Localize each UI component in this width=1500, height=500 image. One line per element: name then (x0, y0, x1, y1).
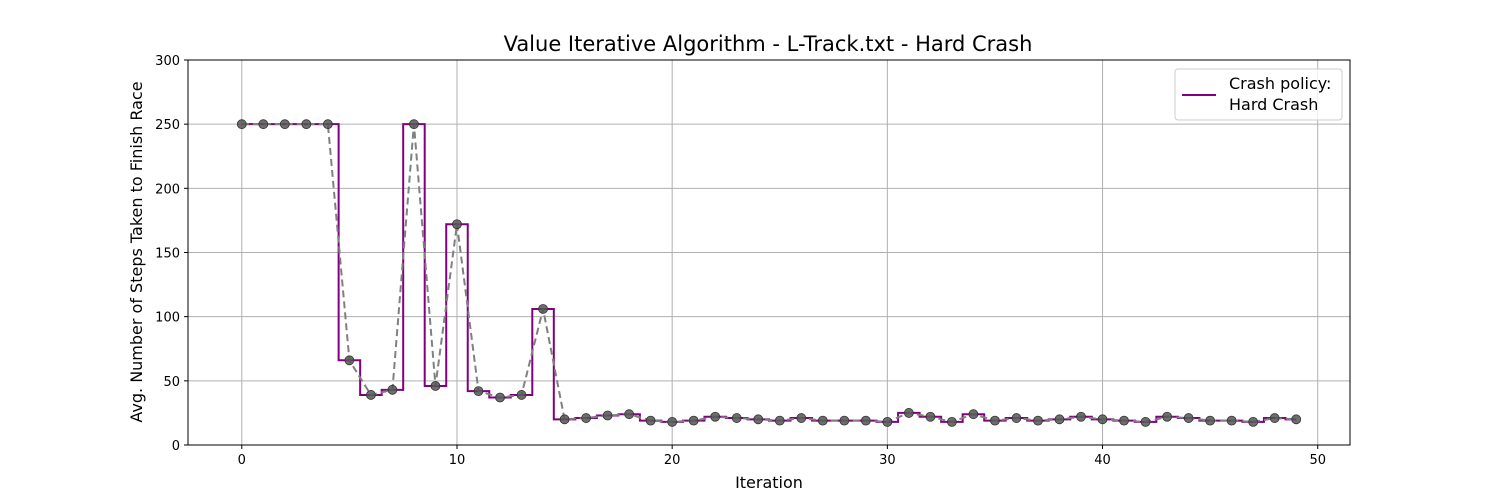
data-point (882, 416, 893, 427)
data-point (947, 416, 957, 427)
data-point (688, 415, 699, 426)
plot-area (236, 119, 1302, 427)
data-point (925, 411, 936, 422)
data-point (344, 355, 355, 366)
data-point (753, 414, 764, 425)
data-point (279, 119, 290, 130)
data-point (1226, 415, 1237, 426)
data-point (710, 411, 721, 422)
data-point (774, 415, 785, 426)
data-point (1033, 415, 1043, 426)
data-point (731, 413, 742, 423)
data-point (839, 415, 850, 426)
y-tick-label: 50 (163, 375, 180, 390)
data-point (667, 416, 678, 427)
legend-label-line-1: Crash policy: (1229, 74, 1331, 93)
data-point (473, 386, 484, 397)
legend-box (1174, 68, 1343, 121)
data-point (322, 119, 333, 130)
data-point (1011, 413, 1022, 423)
data-point (1291, 414, 1302, 425)
data-point (387, 384, 398, 395)
data-point (602, 410, 613, 421)
chart-title: Value Iterative Algorithm - L-Track.txt … (504, 32, 1033, 56)
data-point (258, 119, 269, 130)
y-tick-label: 100 (155, 311, 180, 326)
series-step-line (241, 123, 1297, 423)
legend: Crash policy: Hard Crash (1174, 68, 1343, 121)
y-tick-label: 0 (172, 439, 180, 454)
y-axis-label: Avg. Number of Steps Taken to Finish Rac… (127, 81, 146, 422)
data-point (1162, 411, 1172, 422)
x-tick-label: 50 (1309, 453, 1326, 468)
data-point (903, 408, 914, 418)
x-tick-label: 0 (238, 453, 246, 468)
legend-label-line-2: Hard Crash (1229, 95, 1318, 114)
data-point (645, 415, 656, 426)
y-tick-label: 200 (155, 182, 180, 197)
data-point (1140, 416, 1151, 427)
x-tick-label: 10 (449, 453, 466, 468)
data-point (624, 409, 635, 420)
data-point (1054, 414, 1065, 425)
y-tick-label: 300 (155, 54, 180, 69)
x-tick-label: 20 (664, 453, 681, 468)
data-point (366, 390, 376, 400)
data-point (236, 119, 247, 130)
data-point (1119, 415, 1129, 426)
data-point (1248, 416, 1259, 427)
data-point (559, 414, 570, 425)
data-point (538, 304, 548, 314)
y-tick-label: 150 (155, 247, 180, 262)
data-point (1097, 414, 1108, 425)
axes: 0 10 20 30 40 50 0 50 100 150 200 250 300 (155, 54, 1326, 468)
data-point (1076, 411, 1086, 422)
data-point (796, 413, 807, 423)
data-point (516, 390, 527, 400)
series-dashed-line (241, 123, 1297, 423)
y-tick-label: 250 (155, 118, 180, 133)
data-point (409, 119, 419, 130)
data-point (1205, 415, 1216, 426)
data-point (1269, 413, 1280, 423)
data-point (452, 219, 462, 230)
data-point (990, 415, 1000, 426)
data-point (860, 415, 871, 426)
data-point (817, 415, 828, 426)
data-point (430, 381, 441, 391)
data-point (301, 119, 312, 130)
data-point (581, 413, 591, 423)
data-point (495, 392, 505, 403)
x-tick-label: 30 (879, 453, 896, 468)
x-axis-label: Iteration (735, 473, 803, 492)
x-tick-label: 40 (1094, 453, 1111, 468)
data-point (968, 409, 979, 420)
data-point (1183, 413, 1194, 423)
